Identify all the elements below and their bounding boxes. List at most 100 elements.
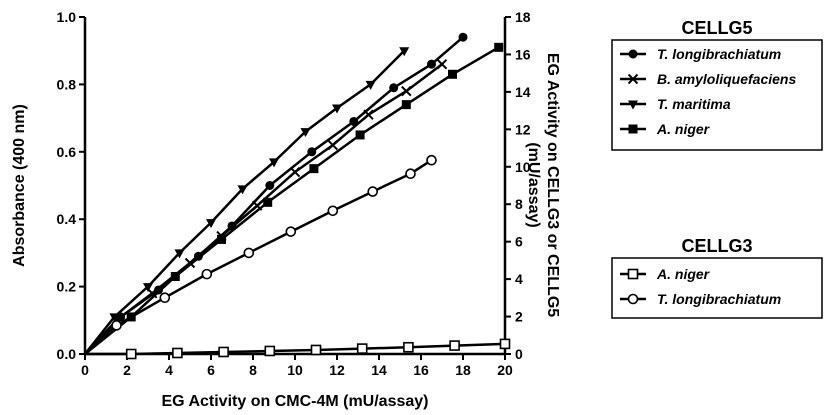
data-point — [494, 42, 504, 52]
x-tick-label: 14 — [371, 362, 387, 378]
legend-label: T. maritima — [657, 96, 731, 112]
x-tick-label: 12 — [329, 362, 345, 378]
data-point — [172, 347, 183, 359]
y-tick-label: 1.0 — [57, 9, 77, 25]
x-tick-label: 10 — [287, 362, 303, 378]
data-point — [310, 344, 322, 356]
y-axis-title: Absorbance (400 nm) — [11, 104, 28, 267]
data-point — [307, 147, 317, 157]
y2-tick-label: 14 — [515, 84, 531, 100]
data-point — [401, 85, 412, 97]
y-tick-label: 0.6 — [57, 144, 77, 160]
plot-area — [84, 32, 511, 360]
x-tick-label: 6 — [207, 362, 215, 378]
y2-tick-label: 16 — [515, 46, 531, 62]
data-point — [243, 247, 255, 259]
data-point — [389, 83, 399, 93]
data-point — [365, 80, 376, 90]
data-point — [206, 219, 216, 229]
data-point — [263, 197, 273, 207]
data-point — [327, 139, 339, 151]
series-2 — [84, 47, 410, 355]
data-point — [327, 205, 339, 217]
x-tick-label: 4 — [165, 362, 173, 378]
y2-tick-label: 12 — [515, 121, 531, 137]
legend-marker — [627, 293, 639, 305]
data-point — [218, 346, 229, 358]
series-4 — [85, 338, 511, 360]
legend-label: A. niger — [656, 266, 711, 282]
data-point — [367, 186, 379, 197]
y2-tick-label: 0 — [515, 346, 523, 362]
data-point — [436, 58, 448, 70]
legends: CELLG5 T. longibrachiatum B. amyloliquefac… — [611, 18, 823, 319]
data-point — [363, 109, 374, 120]
x-tick-label: 16 — [413, 362, 429, 378]
y-tick-label: 0.4 — [57, 211, 77, 227]
legend-label: T. longibrachiatum — [657, 46, 781, 62]
legend-marker — [628, 49, 638, 59]
data-point — [217, 234, 226, 244]
x-tick-label: 20 — [497, 362, 513, 378]
legend-marker — [628, 100, 638, 110]
data-point — [427, 59, 436, 69]
y-tick-label: 0.0 — [57, 346, 77, 362]
y2-tick-label: 10 — [515, 159, 531, 175]
data-point — [174, 249, 185, 259]
y-tick-label: 0.2 — [57, 279, 77, 295]
data-point — [401, 100, 411, 110]
axes: 0 2 4 6 8 10 12 14 16 18 20 0.0 0.2 0.4 0.6 0.8 1.0 0 2 4 6 8… — [57, 9, 531, 378]
data-point — [309, 164, 319, 174]
y2-tick-label: 2 — [515, 309, 523, 325]
legend-box — [611, 257, 823, 319]
y-tick-label: 0.8 — [57, 76, 77, 92]
data-point — [170, 271, 180, 281]
data-point — [125, 348, 137, 360]
legend-0: CELLG5 T. longibrachiatum B. amyloliquefac… — [611, 18, 823, 151]
legend-marker — [628, 124, 638, 134]
legend-label: B. amyloliquefaciens — [657, 71, 796, 87]
data-point — [159, 292, 171, 304]
legend-title: CELLG3 — [681, 236, 752, 256]
series-line — [84, 159, 433, 355]
y2-axis-title-line-2: (mU/assay) — [525, 142, 542, 227]
data-point — [405, 168, 416, 180]
series-line — [85, 342, 506, 356]
data-point — [403, 341, 414, 353]
data-point — [449, 340, 460, 351]
legend-label: T. longibrachiatum — [657, 291, 781, 307]
data-point — [355, 130, 365, 140]
data-point — [300, 128, 311, 138]
x-axis-title: EG Activity on CMC-4M (mU/assay) — [161, 393, 428, 410]
legend-marker — [627, 268, 639, 280]
data-point — [356, 343, 368, 354]
y2-tick-label: 6 — [515, 234, 523, 250]
legend-box — [611, 39, 823, 151]
data-point — [332, 104, 342, 114]
data-point — [458, 32, 468, 42]
data-point — [269, 158, 279, 168]
legend-marker — [627, 73, 639, 85]
data-point — [109, 313, 120, 323]
data-point — [448, 69, 457, 79]
axis-labels: EG Activity on CMC-4M (mU/assay) Absorba… — [11, 53, 561, 410]
legend-title: CELLG5 — [681, 18, 752, 38]
data-point — [111, 320, 122, 331]
data-point — [499, 338, 511, 350]
data-point — [201, 268, 213, 280]
x-tick-label: 2 — [123, 362, 131, 378]
data-point — [237, 185, 248, 195]
y2-axis-title-line-1: EG Activity on CELLG3 or CELLG5 — [544, 53, 561, 317]
legend-1: CELLG3 A. niger T. longibrachiatum — [611, 236, 823, 319]
x-tick-label: 0 — [81, 362, 89, 378]
legend-label: A. niger — [656, 121, 711, 137]
x-tick-label: 8 — [249, 362, 257, 378]
series-5 — [84, 154, 437, 355]
data-point — [289, 166, 301, 178]
series-line — [84, 46, 500, 355]
data-point — [265, 181, 275, 190]
y2-tick-label: 4 — [515, 271, 523, 287]
y2-tick-label: 18 — [515, 9, 531, 25]
data-point — [143, 283, 153, 293]
